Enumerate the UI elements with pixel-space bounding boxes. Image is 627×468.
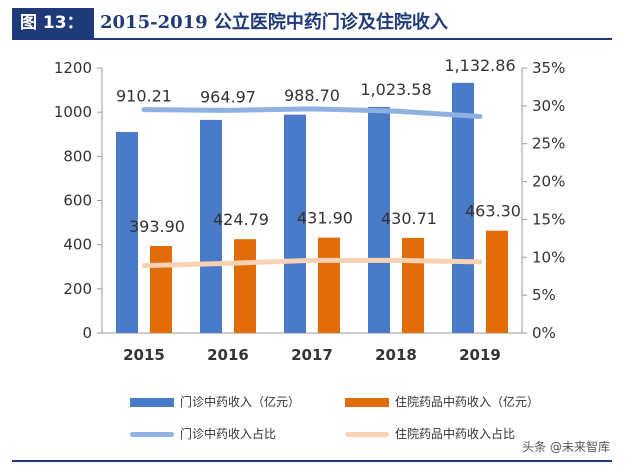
data-label-outpatient-income: 1,023.58 xyxy=(360,80,431,99)
x-tick-label: 2019 xyxy=(459,346,501,364)
data-label-inpatient-income: 430.71 xyxy=(381,209,437,228)
chart-plot: 0 200 400 600 800 1000 1200 0% 5% 10% 15% 20% 25% 30%… xyxy=(54,56,566,364)
y-left-tick-label: 200 xyxy=(63,280,92,298)
legend-label: 门诊中药收入占比 xyxy=(180,427,277,441)
chart-legend: 门诊中药收入（亿元） 住院药品中药收入（亿元） 门诊中药收入占比 住院药品中药收… xyxy=(0,388,627,448)
bar-outpatient-income xyxy=(116,131,138,333)
y-left-tick-label: 1200 xyxy=(54,59,92,77)
y-right-tick-label: 10% xyxy=(532,248,565,266)
data-label-inpatient-income: 424.79 xyxy=(213,210,269,229)
line-outpatient-share xyxy=(141,106,483,119)
bottom-rule xyxy=(12,460,612,462)
data-label-outpatient-income: 910.21 xyxy=(116,87,172,106)
legend-label: 住院药品中药收入占比 xyxy=(395,427,516,441)
y-right-tick-label: 30% xyxy=(532,97,565,115)
x-tick-label: 2017 xyxy=(291,346,333,364)
data-label-inpatient-income: 393.90 xyxy=(129,217,185,236)
bar-outpatient-income xyxy=(452,82,474,333)
y-left-tick-label: 0 xyxy=(82,324,92,342)
line-inpatient-share xyxy=(141,257,483,269)
x-tick-label: 2015 xyxy=(123,346,165,364)
data-label-outpatient-income: 988.70 xyxy=(284,86,340,105)
data-label-inpatient-income: 431.90 xyxy=(297,209,353,228)
chart-title: 2015-2019 公立医院中药门诊及住院收入 xyxy=(100,12,448,33)
y-right-tick-label: 35% xyxy=(532,59,565,77)
figure-tag: 图 13： xyxy=(12,8,94,38)
y-right-tick-label: 5% xyxy=(532,286,556,304)
bar-inpatient-income xyxy=(150,246,172,333)
y-right-tick-label: 20% xyxy=(532,173,565,191)
bar-outpatient-income xyxy=(200,119,222,333)
bar-inpatient-income xyxy=(402,237,424,333)
data-label-outpatient-income: 964.97 xyxy=(200,87,256,106)
y-right-tick-label: 25% xyxy=(532,135,565,153)
data-label-inpatient-income: 463.30 xyxy=(465,202,521,221)
legend-label: 住院药品中药收入（亿元） xyxy=(395,395,540,409)
y-left-tick-label: 800 xyxy=(63,147,92,165)
y-right-tick-label: 0% xyxy=(532,324,556,342)
y-left-tick-label: 400 xyxy=(63,236,92,254)
watermark: 头条 @未来智库 xyxy=(519,438,613,455)
x-tick-label: 2016 xyxy=(207,346,249,364)
bar-outpatient-income xyxy=(284,114,306,334)
legend-swatch-inpatient-share xyxy=(345,432,389,437)
data-label-outpatient-income: 1,132.86 xyxy=(444,56,515,75)
x-tick-label: 2018 xyxy=(375,346,417,364)
legend-swatch-outpatient-share xyxy=(130,432,174,437)
y-right-tick-label: 15% xyxy=(532,210,565,228)
y-left-tick-label: 1000 xyxy=(54,103,92,121)
bar-inpatient-income xyxy=(486,230,508,333)
bar-inpatient-income xyxy=(234,239,256,333)
figure-header: 图 13： 2015-2019 公立医院中药门诊及住院收入 xyxy=(12,8,612,40)
y-left-tick-label: 600 xyxy=(63,192,92,210)
bar-inpatient-income xyxy=(318,237,340,333)
legend-swatch-inpatient-income xyxy=(345,398,389,407)
legend-label: 门诊中药收入（亿元） xyxy=(180,395,301,409)
bar-outpatient-income xyxy=(368,106,390,334)
legend-swatch-outpatient-income xyxy=(130,398,174,407)
